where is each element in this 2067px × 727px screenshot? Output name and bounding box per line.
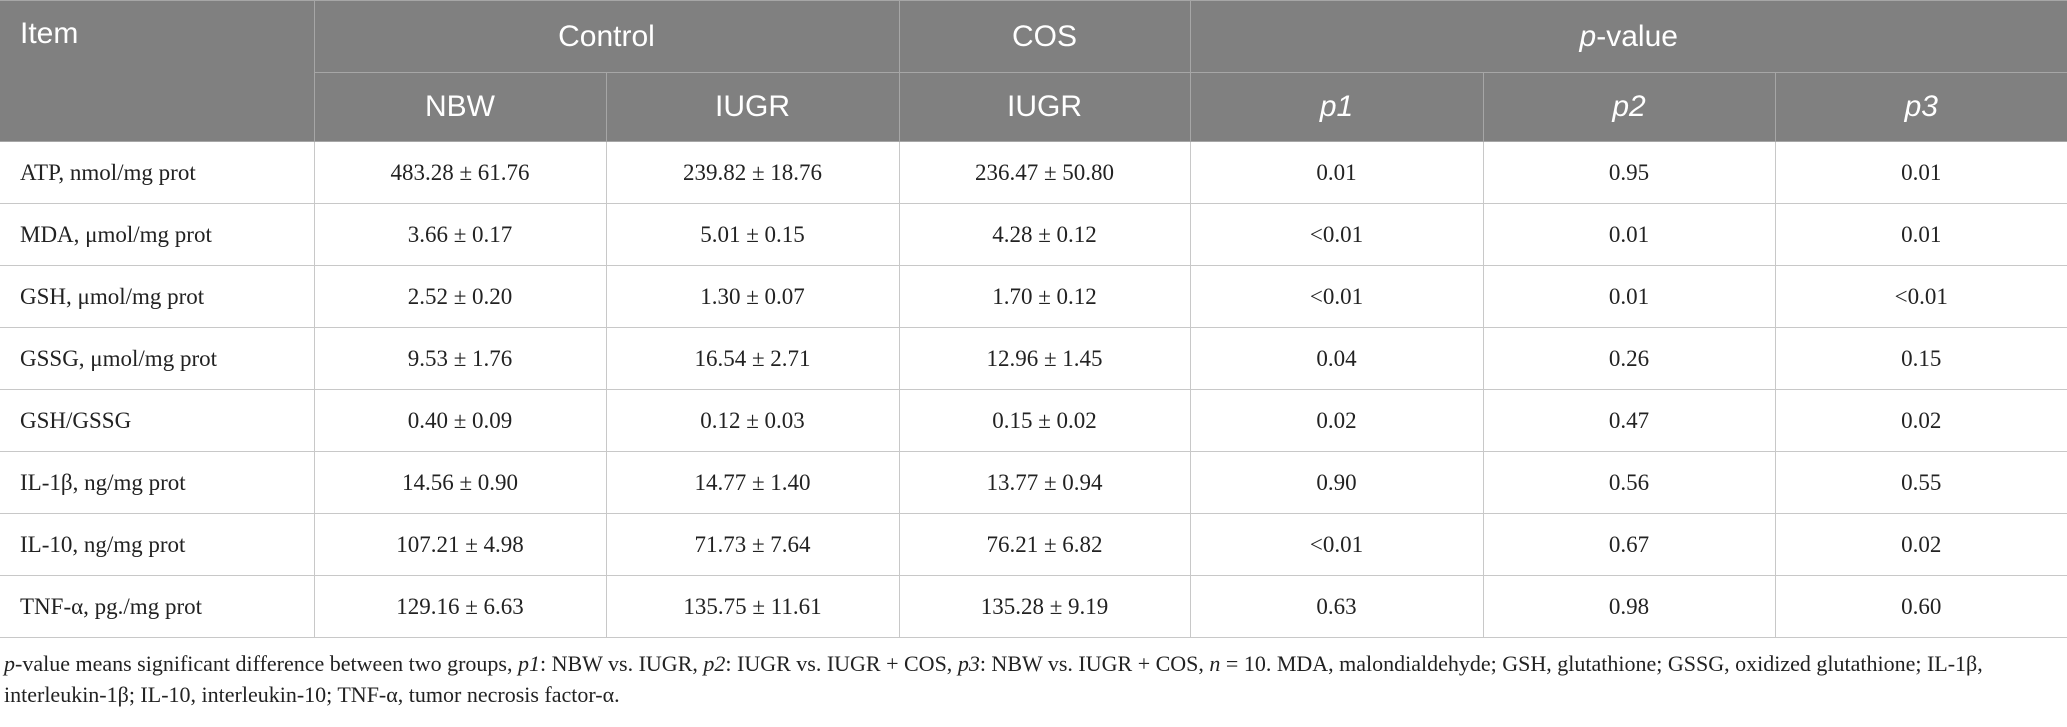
table-cell: 0.40 ± 0.09 xyxy=(313,389,607,452)
row-label: ATP, nmol/mg prot xyxy=(0,141,315,204)
header-cell: p2 xyxy=(1482,72,1776,142)
table-cell: 135.75 ± 11.61 xyxy=(605,575,900,638)
footnote-text: = 10. MDA, malondialdehyde; GSH, glutath… xyxy=(4,651,1983,707)
footnote-text: p2 xyxy=(703,651,726,676)
table-cell: 135.28 ± 9.19 xyxy=(898,575,1191,638)
table-cell: 0.63 xyxy=(1189,575,1484,638)
table-cell: 76.21 ± 6.82 xyxy=(898,513,1191,576)
header-cell: p-value xyxy=(1189,0,2067,73)
footnote-text: : IUGR vs. IUGR + COS, xyxy=(725,651,958,676)
table-cell: 0.47 xyxy=(1482,389,1776,452)
table-cell: 14.56 ± 0.90 xyxy=(313,451,607,514)
header-cell: Control xyxy=(313,0,900,73)
table-cell: 0.02 xyxy=(1774,513,2067,576)
table-cell: 5.01 ± 0.15 xyxy=(605,203,900,266)
table-cell: <0.01 xyxy=(1774,265,2067,328)
footnote-text: p1 xyxy=(517,651,540,676)
table-row: TNF-α, pg./mg prot 129.16 ± 6.63 135.75 ± … xyxy=(0,575,2067,638)
header-text: p2 xyxy=(1612,90,1646,123)
table-cell: 0.90 xyxy=(1189,451,1484,514)
header-cell: IUGR xyxy=(898,72,1191,142)
table-row: MDA, μmol/mg prot 3.66 ± 0.17 5.01 ± 0.15 4… xyxy=(0,203,2067,266)
footnote-text: : NBW vs. IUGR, xyxy=(539,651,704,676)
table-row: GSH/GSSG 0.40 ± 0.09 0.12 ± 0.03 0.15 ± 0.0… xyxy=(0,389,2067,452)
table-cell: 12.96 ± 1.45 xyxy=(898,327,1191,390)
table-cell: 0.01 xyxy=(1774,203,2067,266)
header-text: p3 xyxy=(1904,90,1938,123)
row-label: GSH, μmol/mg prot xyxy=(0,265,315,328)
header-cell: NBW xyxy=(314,72,607,142)
data-table: Item Control COS p-value NBW IUGR IUGR p… xyxy=(0,0,2067,638)
table-cell: 4.28 ± 0.12 xyxy=(898,203,1191,266)
table-cell: 0.02 xyxy=(1189,389,1484,452)
table-cell: 107.21 ± 4.98 xyxy=(313,513,607,576)
table-cell: 2.52 ± 0.20 xyxy=(313,265,607,328)
table-cell: <0.01 xyxy=(1189,203,1484,266)
table-cell: 14.77 ± 1.40 xyxy=(605,451,900,514)
table-cell: 0.01 xyxy=(1774,141,2067,204)
table-cell: 0.98 xyxy=(1482,575,1776,638)
header-cell: p1 xyxy=(1189,72,1484,142)
table-cell: 0.67 xyxy=(1482,513,1776,576)
footnote: p-value means significant difference bet… xyxy=(0,638,2067,710)
table-cell: 1.70 ± 0.12 xyxy=(898,265,1191,328)
table-cell: <0.01 xyxy=(1189,513,1484,576)
row-label: GSH/GSSG xyxy=(0,389,315,452)
table-cell: 483.28 ± 61.76 xyxy=(313,141,607,204)
table-cell: 13.77 ± 0.94 xyxy=(898,451,1191,514)
table-cell: 9.53 ± 1.76 xyxy=(313,327,607,390)
footnote-text: : NBW vs. IUGR + COS, xyxy=(979,651,1210,676)
table-cell: <0.01 xyxy=(1189,265,1484,328)
table-cell: 0.55 xyxy=(1774,451,2067,514)
table-row: IL-1β, ng/mg prot 14.56 ± 0.90 14.77 ± 1.4… xyxy=(0,451,2067,514)
row-label: IL-1β, ng/mg prot xyxy=(0,451,315,514)
table-body: ATP, nmol/mg prot 483.28 ± 61.76 239.82 ± … xyxy=(0,141,2067,638)
table-cell: 3.66 ± 0.17 xyxy=(313,203,607,266)
table-cell: 1.30 ± 0.07 xyxy=(605,265,900,328)
table-cell: 0.12 ± 0.03 xyxy=(605,389,900,452)
table-cell: 0.15 xyxy=(1774,327,2067,390)
header-cell: IUGR xyxy=(605,72,900,142)
table-cell: 0.04 xyxy=(1189,327,1484,390)
table-row: GSH, μmol/mg prot 2.52 ± 0.20 1.30 ± 0.07 1… xyxy=(0,265,2067,328)
header-text: p1 xyxy=(1319,90,1354,123)
table-cell: 0.15 ± 0.02 xyxy=(898,389,1191,452)
table-cell: 0.95 xyxy=(1482,141,1776,204)
table-cell: 0.01 xyxy=(1482,265,1776,328)
table-row: ATP, nmol/mg prot 483.28 ± 61.76 239.82 ± … xyxy=(0,141,2067,204)
table-cell: 239.82 ± 18.76 xyxy=(605,141,900,204)
table-cell: 16.54 ± 2.71 xyxy=(605,327,900,390)
table-cell: 236.47 ± 50.80 xyxy=(898,141,1191,204)
table-cell: 0.26 xyxy=(1482,327,1776,390)
row-label: TNF-α, pg./mg prot xyxy=(0,575,315,638)
header-cell: COS xyxy=(898,0,1191,73)
header-text: -value xyxy=(1596,19,1678,53)
table-cell: 129.16 ± 6.63 xyxy=(313,575,607,638)
footnote-text: -value means significant difference betw… xyxy=(15,651,518,676)
header-text: p xyxy=(1579,19,1597,53)
footnote-text: p3 xyxy=(957,651,980,676)
row-label: GSSG, μmol/mg prot xyxy=(0,327,315,390)
table-cell: 0.01 xyxy=(1482,203,1776,266)
row-label: IL-10, ng/mg prot xyxy=(0,513,315,576)
table-cell: 0.56 xyxy=(1482,451,1776,514)
row-label: MDA, μmol/mg prot xyxy=(0,203,315,266)
table-cell: 0.02 xyxy=(1774,389,2067,452)
table-row: GSSG, μmol/mg prot 9.53 ± 1.76 16.54 ± 2.7… xyxy=(0,327,2067,390)
header-cell: p3 xyxy=(1774,72,2067,142)
table-cell: 0.60 xyxy=(1774,575,2067,638)
footnote-text: p xyxy=(4,651,15,676)
table-cell: 0.01 xyxy=(1189,141,1484,204)
header-cell: Item xyxy=(0,0,315,142)
footnote-text: n xyxy=(1209,651,1221,676)
table-row: IL-10, ng/mg prot 107.21 ± 4.98 71.73 ± 7.… xyxy=(0,513,2067,576)
table-cell: 71.73 ± 7.64 xyxy=(605,513,900,576)
